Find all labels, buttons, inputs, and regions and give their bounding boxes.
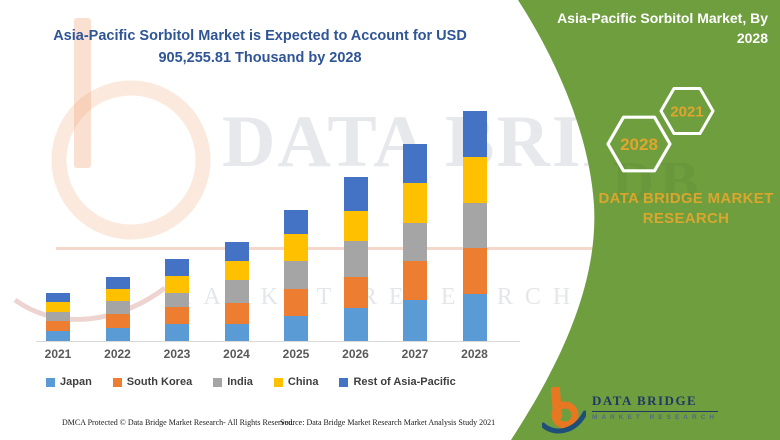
bar-2028	[462, 111, 487, 341]
legend-item-rest-of-asia-pacific: Rest of Asia-Pacific	[339, 376, 456, 388]
bar-segment-india-2028	[462, 202, 487, 249]
hexagon-2028-label: 2028	[620, 135, 658, 154]
x-axis-label-2022: 2022	[104, 347, 131, 361]
bar-segment-china-2022	[105, 289, 130, 302]
bar-segment-india-2026	[343, 241, 368, 277]
bar-segment-china-2023	[165, 276, 189, 293]
bar-segment-india-2022	[105, 301, 130, 315]
right-panel-title-line1: Asia-Pacific Sorbitol Market, By	[557, 10, 768, 26]
x-axis-label-2024: 2024	[223, 347, 250, 361]
logo-text: DATA BRIDGE MARKET RESEARCH	[592, 386, 719, 421]
bar-segment-india-2024	[224, 280, 249, 303]
bar-segment-japan-2022	[105, 327, 130, 341]
right-panel-title: Asia-Pacific Sorbitol Market, By 2028	[468, 9, 768, 48]
bar-segment-japan-2028	[462, 294, 487, 341]
bar-segment-rest-of-asia-pacific-2026	[343, 176, 368, 211]
bar-segment-rest-of-asia-pacific-2024	[224, 241, 249, 262]
legend-label-india: India	[227, 376, 253, 388]
bar-segment-south-korea-2025	[284, 288, 308, 316]
bar-segment-japan-2027	[403, 300, 427, 341]
bar-2023	[165, 259, 189, 341]
bar-segment-rest-of-asia-pacific-2023	[165, 259, 189, 277]
bar-segment-japan-2024	[224, 323, 249, 341]
bar-segment-china-2026	[343, 210, 368, 242]
bar-segment-rest-of-asia-pacific-2025	[284, 209, 308, 235]
x-axis-label-2028: 2028	[461, 347, 488, 361]
bar-segment-rest-of-asia-pacific-2028	[462, 111, 487, 158]
bar-segment-china-2028	[462, 157, 487, 203]
bar-2022	[105, 276, 130, 341]
chart-legend: Japan South Korea India China Rest of Asia-P…	[46, 376, 456, 388]
brand-text: DATA BRIDGE MARKET RESEARCH	[598, 190, 774, 227]
bar-2027	[403, 143, 427, 341]
x-axis-label-2025: 2025	[282, 347, 310, 361]
legend-item-india: India	[213, 376, 253, 388]
bar-segment-china-2025	[284, 234, 308, 261]
bar-segment-china-2027	[403, 183, 427, 224]
x-axis-line	[36, 341, 520, 342]
footer-source-text: Source: Data Bridge Market Research Mark…	[280, 418, 496, 427]
bar-segment-japan-2023	[165, 324, 189, 341]
bar-segment-south-korea-2026	[343, 276, 368, 308]
bar-2021	[46, 292, 70, 341]
chart-title-line1: Asia-Pacific Sorbitol Market is Expected…	[53, 28, 467, 44]
legend-swatch-south-korea	[112, 377, 122, 387]
bar-segment-india-2023	[165, 292, 189, 307]
bar-segment-rest-of-asia-pacific-2021	[46, 292, 70, 303]
legend-swatch-japan	[46, 377, 55, 387]
chart-title: Asia-Pacific Sorbitol Market is Expected…	[15, 26, 505, 70]
x-axis-label-2021: 2021	[44, 347, 72, 361]
bar-segment-rest-of-asia-pacific-2022	[105, 276, 130, 290]
legend-swatch-rest-of-asia-pacific	[339, 377, 349, 387]
bar-segment-south-korea-2021	[46, 320, 70, 331]
legend-swatch-china	[273, 377, 283, 387]
bar-segment-japan-2025	[284, 315, 308, 341]
logo-name: DATA BRIDGE	[592, 393, 719, 412]
bar-segment-south-korea-2023	[165, 306, 189, 325]
legend-label-japan: Japan	[60, 376, 92, 388]
bar-segment-japan-2021	[46, 330, 70, 341]
bar-segment-india-2025	[284, 260, 308, 289]
legend-label-south-korea: South Korea	[126, 376, 193, 388]
bar-segment-china-2021	[46, 302, 70, 312]
bar-segment-india-2027	[403, 223, 427, 262]
legend-item-china: China	[273, 376, 319, 388]
chart-title-line2: 905,255.81 Thousand by 2028	[158, 49, 362, 66]
hexagon-2021-label: 2021	[670, 104, 703, 121]
logo-tagline: MARKET RESEARCH	[592, 414, 719, 421]
legend-swatch-india	[213, 377, 223, 387]
bar-2026	[343, 176, 368, 341]
legend-item-japan: Japan	[46, 376, 92, 388]
bar-segment-rest-of-asia-pacific-2027	[403, 143, 427, 184]
bar-segment-south-korea-2027	[403, 261, 427, 301]
footer-dmca-text: DMCA Protected © Data Bridge Market Rese…	[62, 418, 295, 427]
bar-segment-south-korea-2022	[105, 314, 130, 328]
x-axis-label-2026: 2026	[342, 347, 369, 361]
year-hexagons: 2028 2021	[606, 87, 715, 173]
bar-segment-china-2024	[224, 261, 249, 281]
x-axis-label-2027: 2027	[401, 347, 429, 361]
bar-segment-japan-2026	[343, 307, 368, 341]
bar-segment-india-2021	[46, 311, 70, 321]
bar-2024	[224, 241, 249, 341]
bar-segment-south-korea-2024	[224, 302, 249, 324]
data-bridge-logo-icon	[542, 386, 586, 434]
bar-2025	[284, 209, 308, 341]
legend-item-south-korea: South Korea	[112, 376, 193, 388]
bar-segment-south-korea-2028	[462, 248, 487, 295]
legend-label-rest-of-asia-pacific: Rest of Asia-Pacific	[353, 376, 456, 388]
right-panel-title-line2: 2028	[736, 29, 768, 46]
data-bridge-logo: DATA BRIDGE MARKET RESEARCH	[542, 386, 719, 434]
x-axis-label-2023: 2023	[163, 347, 191, 361]
legend-label-china: China	[287, 376, 319, 388]
